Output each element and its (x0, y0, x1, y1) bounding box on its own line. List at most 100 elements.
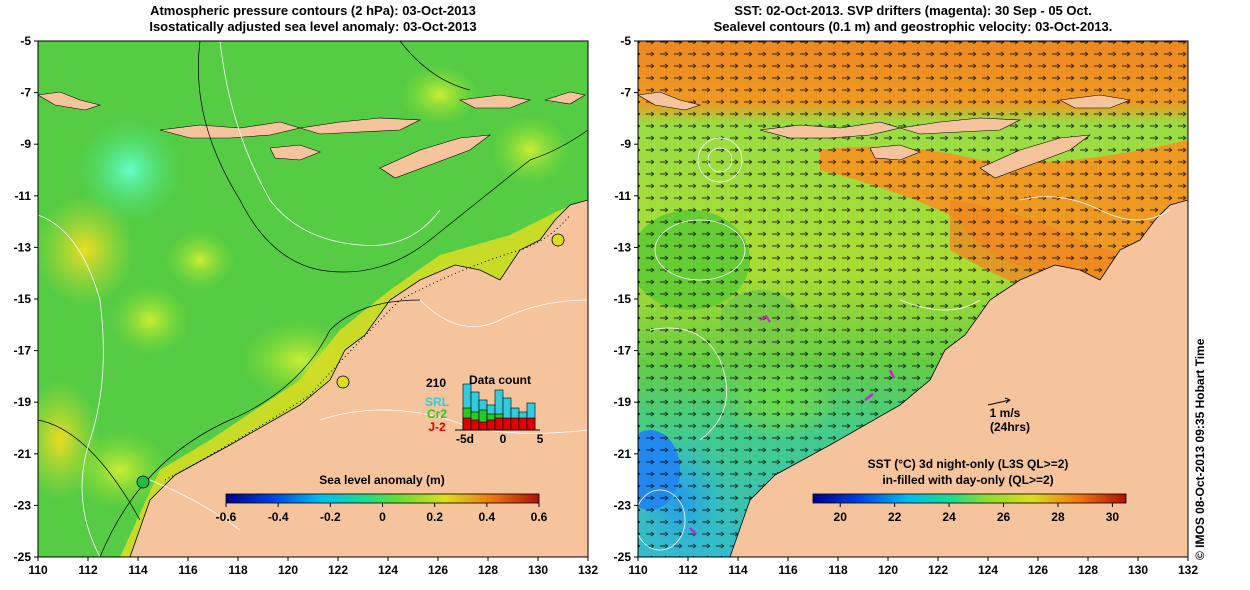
left-title-line1: Atmospheric pressure contours (2 hPa): 0… (150, 3, 476, 18)
sea-level-anomaly-field (38, 41, 588, 557)
x-tick-label: 126 (428, 563, 448, 577)
australia-land (729, 199, 1188, 557)
sst-colorbar: SST (°C) 3d night-only (L3S QL>=2) in-fi… (812, 457, 1127, 524)
left-title-line2: Isostatically adjusted sea level anomaly… (149, 19, 476, 34)
x-tick-label: 128 (1078, 563, 1098, 577)
y-tick-label: -23 (14, 498, 32, 512)
y-tick-label: -19 (14, 395, 32, 409)
y-tick-label: -17 (14, 344, 32, 358)
island-timor (979, 134, 1092, 179)
x-tick-label: 110 (28, 563, 48, 577)
sst-field (638, 41, 1188, 557)
sst-colorbar-label-line1: SST (°C) 3d night-only (L3S QL>=2) (868, 457, 1069, 471)
sla-colorbar: Sea level anomaly (m) -0.6 -0.4 -0.2 0 0.2 0.… (216, 473, 548, 524)
inset-series-srl: SRL (425, 395, 449, 409)
x-tick-label: 118 (228, 563, 248, 577)
x-tick-label: 124 (978, 563, 998, 577)
x-tick-label: 120 (278, 563, 298, 577)
left-y-axis: -5 -7 -9 -11 -13 -15 -17 -19 -21 -23 -25 (14, 34, 38, 564)
x-tick-label: 114 (728, 563, 748, 577)
sst-colorbar-label-line2: in-filled with day-only (QL>=2) (882, 473, 1053, 487)
y-tick-label: -9 (20, 137, 31, 151)
colorbar-tick-label: -0.4 (268, 510, 289, 524)
x-tick-label: 122 (928, 563, 948, 577)
y-tick-label: -13 (14, 240, 32, 254)
inset-xtick: 0 (500, 432, 507, 446)
inset-series-cr2: Cr2 (427, 407, 447, 421)
sla-colorbar-label: Sea level anomaly (m) (319, 473, 444, 487)
x-tick-label: 122 (328, 563, 348, 577)
y-tick-label: -15 (14, 292, 32, 306)
x-tick-label: 132 (578, 563, 598, 577)
x-tick-label: 130 (528, 563, 548, 577)
x-tick-label: 128 (478, 563, 498, 577)
island-java-east (38, 91, 102, 111)
inset-max-label: 210 (426, 376, 446, 390)
colorbar-tick-label: 0 (379, 510, 386, 524)
y-tick-label: -11 (14, 189, 31, 203)
x-tick-label: 132 (1178, 563, 1198, 577)
data-count-inset: Data count 210 SRL Cr2 J-2 (425, 373, 544, 446)
y-tick-label: -19 (614, 395, 632, 409)
y-tick-label: -17 (614, 344, 632, 358)
right-map-panel: SST: 02-Oct-2013. SVP drifters (magenta)… (614, 3, 1199, 577)
y-tick-label: -7 (620, 86, 631, 100)
inset-xtick: 5 (537, 432, 544, 446)
velocity-scale: 1 m/s (24hrs) (987, 397, 1030, 434)
x-tick-label: 112 (78, 563, 98, 577)
right-title-line1: SST: 02-Oct-2013. SVP drifters (magenta)… (734, 3, 1091, 18)
inset-title: Data count (469, 373, 531, 387)
y-tick-label: -7 (20, 86, 31, 100)
drifter-track (864, 393, 874, 401)
inset-xtick: -5d (456, 432, 474, 446)
y-tick-label: -15 (614, 292, 632, 306)
y-tick-label: -5 (620, 34, 631, 48)
island-timor (379, 134, 492, 179)
australia-land (129, 199, 588, 557)
inset-series-j2: J-2 (428, 420, 446, 434)
x-tick-label: 130 (1128, 563, 1148, 577)
right-x-axis: 110 112 114 116 118 120 122 124 126 128 130 132 (628, 557, 1198, 577)
y-tick-label: -9 (620, 137, 631, 151)
colorbar-tick-label: -0.6 (216, 510, 237, 524)
y-tick-label: -21 (14, 447, 32, 461)
island-sumba (869, 144, 921, 161)
copyright-side-label: © IMOS 08-Oct-2013 09:35 Hobart Time (1193, 338, 1207, 560)
x-tick-label: 120 (878, 563, 898, 577)
island-sumba (269, 144, 321, 161)
x-tick-label: 110 (628, 563, 648, 577)
colorbar-tick-label: 0.4 (478, 510, 495, 524)
right-y-axis: -5 -7 -9 -11 -13 -15 -17 -19 -21 -23 -25 (614, 34, 638, 564)
tide-gauge-marker (136, 475, 150, 489)
inset-bars (455, 383, 540, 431)
island-small-east (459, 94, 532, 109)
colorbar-tick-label: 24 (942, 510, 956, 524)
colorbar-tick-label: 0.2 (426, 510, 443, 524)
y-tick-label: -25 (614, 550, 632, 564)
scale-arrow-icon (987, 397, 1011, 406)
right-title-line2: Sealevel contours (0.1 m) and geostrophi… (714, 19, 1113, 34)
island-small-east (1059, 94, 1132, 109)
left-map-panel: Atmospheric pressure contours (2 hPa): 0… (14, 3, 599, 577)
island-flores (299, 117, 422, 135)
colorbar-tick-label: 30 (1106, 510, 1120, 524)
tide-gauge-marker (551, 233, 565, 247)
scale-sub-label: (24hrs) (990, 420, 1030, 434)
colorbar-tick-label: 22 (888, 510, 902, 524)
y-tick-label: -21 (614, 447, 632, 461)
left-x-axis: 110 112 114 116 118 120 122 124 126 128 130 132 (28, 557, 598, 577)
colorbar-tick-label: 26 (997, 510, 1011, 524)
y-tick-label: -5 (20, 34, 31, 48)
y-tick-label: -23 (614, 498, 632, 512)
x-tick-label: 126 (1028, 563, 1048, 577)
drifter-track (689, 527, 697, 535)
island-java-east (638, 91, 702, 111)
x-tick-label: 124 (378, 563, 398, 577)
y-tick-label: -13 (614, 240, 632, 254)
y-tick-label: -11 (614, 189, 631, 203)
tide-gauge-marker (336, 375, 350, 389)
x-tick-label: 118 (828, 563, 848, 577)
colorbar-tick-label: 0.6 (531, 510, 548, 524)
scale-label: 1 m/s (990, 406, 1021, 420)
